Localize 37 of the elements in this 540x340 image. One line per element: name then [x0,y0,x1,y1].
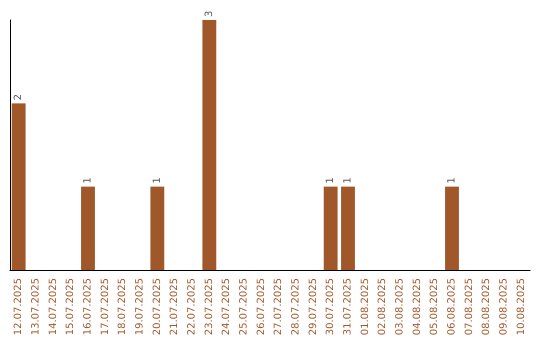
x-tick-label: 10.08.2025 [516,278,527,336]
data-label: 2 [13,94,24,100]
x-tick-label: 21.07.2025 [169,278,180,336]
x-tick-label: 06.08.2025 [446,278,458,336]
data-label: 3 [204,10,215,17]
x-tick-label: 30.07.2025 [325,278,336,336]
x-tick-label: 01.08.2025 [360,278,371,336]
x-tick-label: 13.07.2025 [30,278,42,336]
data-label: 1 [152,177,163,184]
x-tick-label: 24.07.2025 [221,278,232,336]
x-tick-label: 25.07.2025 [238,278,250,336]
x-tick-label: 04.08.2025 [412,278,423,336]
x-tick-label: 03.08.2025 [394,278,406,336]
x-tick-label: 19.07.2025 [134,278,146,336]
x-tick-label: 23.07.2025 [204,278,215,336]
x-tick-label: 29.07.2025 [308,278,319,336]
x-tick-label: 14.07.2025 [48,278,59,336]
data-label: 1 [342,177,354,184]
x-tick-label: 18.07.2025 [117,278,128,336]
data-label: 1 [446,177,458,184]
x-tick-label: 26.07.2025 [256,278,267,336]
data-label: 1 [325,177,336,184]
x-tick-label: 08.08.2025 [481,278,492,336]
x-tick-label: 12.07.2025 [13,278,24,336]
x-tick-label: 17.07.2025 [100,278,111,336]
x-tick-label: 15.07.2025 [65,278,76,336]
x-tick-label: 27.07.2025 [273,278,284,336]
x-tick-label: 28.07.2025 [290,278,302,336]
x-tick-label: 16.07.2025 [82,278,94,336]
x-tick-label: 31.07.2025 [342,278,354,336]
x-tick-label: 02.08.2025 [377,278,388,336]
x-tick-label: 09.08.2025 [498,278,510,336]
x-tick-label: 20.07.2025 [152,278,163,336]
x-tick-label: 05.08.2025 [429,278,440,336]
x-tick-label: 07.08.2025 [464,278,475,336]
x-tick-label: 22.07.2025 [186,278,198,336]
data-label: 1 [82,177,94,184]
